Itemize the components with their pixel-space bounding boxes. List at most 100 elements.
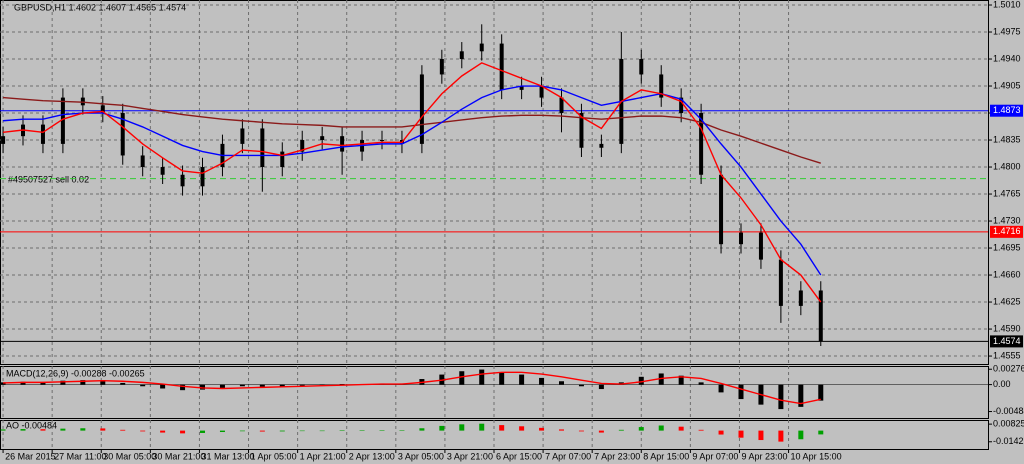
candle-body (180, 174, 185, 187)
x-tick-label: 30 Mar 21:00 (152, 451, 205, 461)
candle-body (240, 128, 245, 144)
histogram-bar (678, 375, 684, 385)
candle-body (80, 97, 85, 106)
histogram-bar (100, 428, 106, 431)
histogram-bar (0, 429, 6, 431)
candle-body (699, 113, 704, 175)
x-tick-label: 10 Apr 15:00 (791, 451, 842, 461)
histogram-bar (638, 376, 644, 385)
histogram-bar (638, 427, 644, 431)
candle-body (439, 59, 444, 75)
y-tick-label: 1.4975 (993, 26, 1021, 36)
histogram-bar (140, 384, 146, 387)
candle-body (260, 128, 265, 168)
indicator-line (3, 371, 821, 405)
price-level-label: 1.4873 (993, 105, 1021, 115)
candle-body (320, 136, 325, 141)
x-tick-label: 7 Apr 23:00 (594, 451, 640, 461)
candle-body (798, 290, 803, 306)
histogram-bar (598, 384, 604, 390)
x-tick-label: 3 Apr 21:00 (447, 451, 493, 461)
histogram-bar (40, 382, 46, 385)
candle-body (539, 86, 544, 98)
histogram-bar (239, 384, 245, 387)
candle-body (100, 105, 105, 114)
x-tick-label: 6 Apr 15:00 (496, 451, 542, 461)
histogram-bar (140, 430, 146, 432)
chart-title: GBPUSD,H1 1.4602 1.4607 1.4565 1.4574 (14, 2, 186, 12)
candle-body (499, 43, 504, 90)
y-tick-label: 1.4765 (993, 188, 1021, 198)
histogram-bar (459, 424, 465, 431)
histogram-bar (539, 427, 545, 431)
histogram-bar (798, 384, 804, 407)
candle-body (140, 155, 145, 168)
candle-body (40, 124, 45, 144)
histogram-bar (20, 429, 26, 431)
candle-body (519, 86, 524, 90)
histogram-bar (419, 428, 425, 431)
y-tick-label: 1.4555 (993, 350, 1021, 360)
indicator-line (3, 96, 821, 164)
histogram-bar (200, 384, 206, 390)
x-tick-label: 27 Mar 11:00 (54, 451, 106, 461)
histogram-bar (678, 426, 684, 431)
x-tick-label: 2 Apr 13:00 (349, 451, 395, 461)
x-tick-label: 31 Mar 13:00 (201, 451, 254, 461)
y-tick-label: -0.00484 (993, 406, 1024, 416)
histogram-bar (519, 374, 525, 385)
histogram-bar (738, 430, 744, 438)
histogram-bar (718, 430, 724, 435)
price-level-label: 1.4574 (993, 336, 1021, 346)
histogram-bar (818, 430, 824, 435)
x-tick-label: 1 Apr 05:00 (251, 451, 297, 461)
indicator-line (2, 62, 822, 303)
histogram-bar (40, 429, 46, 431)
histogram-bar (479, 369, 485, 385)
candle-body (778, 259, 783, 306)
y-tick-label: 0.00 (993, 379, 1011, 389)
candle-body (459, 51, 464, 60)
histogram-bar (60, 428, 66, 431)
x-tick-label: 7 Apr 07:00 (545, 451, 591, 461)
candle-body (300, 140, 305, 152)
candle-body (659, 74, 664, 98)
histogram-bar (80, 380, 86, 385)
order-annotation: #49507527 sell 0.02 (8, 174, 89, 184)
candle-body (419, 74, 424, 144)
candle-body (719, 174, 724, 245)
candle-body (479, 43, 484, 52)
x-tick-label: 9 Apr 23:00 (741, 451, 787, 461)
histogram-bar (259, 384, 265, 387)
histogram-bar (559, 429, 565, 431)
histogram-bar (658, 425, 664, 431)
histogram-bar (818, 384, 824, 401)
y-tick-label: 0.00825 (993, 419, 1024, 429)
candle-body (340, 136, 345, 152)
x-tick-label: 30 Mar 05:00 (103, 451, 156, 461)
histogram-bar (798, 430, 804, 440)
candle-body (679, 97, 684, 114)
histogram-bar (559, 381, 565, 385)
histogram-bar (718, 384, 724, 393)
candle-body (160, 167, 165, 175)
candle-body (200, 167, 205, 187)
histogram-bar (200, 430, 206, 433)
histogram-bar (578, 430, 584, 432)
price-level-label: 1.4716 (993, 226, 1021, 236)
histogram-bar (319, 384, 325, 386)
histogram-bar (20, 381, 26, 385)
histogram-bar (519, 426, 525, 431)
histogram-bar (738, 384, 744, 400)
candle-body (758, 232, 763, 260)
y-tick-label: 1.4835 (993, 134, 1021, 144)
histogram-bar (120, 382, 126, 385)
y-tick-label: 1.5010 (993, 0, 1021, 9)
y-tick-label: 0.00276 (993, 364, 1024, 374)
histogram-bar (479, 423, 485, 431)
ao-title: AO -0.00484 (6, 420, 57, 430)
candle-body (579, 113, 584, 148)
histogram-bar (219, 430, 225, 433)
histogram-bar (279, 384, 285, 387)
